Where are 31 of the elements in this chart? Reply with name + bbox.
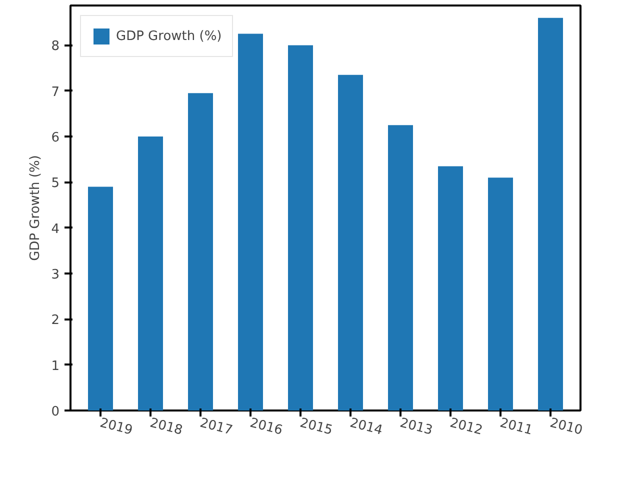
x-tick-label: 2010 <box>548 416 584 438</box>
x-tick-label: 2016 <box>248 416 284 438</box>
y-tick-label: 0 <box>51 404 60 420</box>
x-tick-label: 2013 <box>398 416 434 438</box>
bar <box>238 34 263 410</box>
bar <box>338 74 363 410</box>
x-tick-label: 2012 <box>448 416 484 438</box>
y-tick-label: 1 <box>51 358 60 374</box>
y-tick-label: 7 <box>51 84 60 100</box>
y-tick-label: 3 <box>51 268 60 283</box>
bar <box>288 45 313 410</box>
bar <box>538 18 563 410</box>
y-tick-label: 6 <box>51 130 60 146</box>
y-tick-label: 4 <box>51 222 60 237</box>
y-axis-title: GDP Growth (%) <box>28 155 44 261</box>
bar <box>438 166 463 410</box>
bar <box>388 125 413 410</box>
x-tick-label: 2017 <box>198 416 234 438</box>
bar <box>188 93 213 410</box>
x-tick-label: 2015 <box>298 416 334 438</box>
y-tick-label: 2 <box>51 313 60 328</box>
x-tick-label: 2019 <box>98 416 134 438</box>
bar <box>138 136 163 410</box>
y-tick-label: 8 <box>51 39 60 54</box>
legend-label: GDP Growth (%) <box>116 28 222 44</box>
x-tick-label: 2014 <box>348 416 384 438</box>
bar <box>88 186 113 410</box>
y-tick-label: 5 <box>51 176 60 192</box>
x-tick-label: 2011 <box>498 416 534 438</box>
bar <box>488 178 513 410</box>
x-tick-label: 2018 <box>148 416 184 438</box>
